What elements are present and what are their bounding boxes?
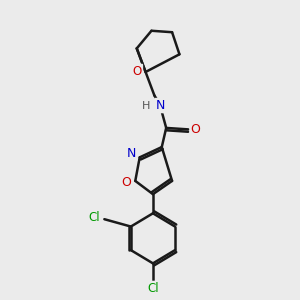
Text: O: O <box>122 176 131 189</box>
Text: N: N <box>156 99 165 112</box>
Text: Cl: Cl <box>147 282 159 295</box>
Text: N: N <box>127 147 136 160</box>
Text: O: O <box>133 65 142 78</box>
Text: H: H <box>142 100 151 110</box>
Text: Cl: Cl <box>88 211 100 224</box>
Text: O: O <box>191 123 201 136</box>
